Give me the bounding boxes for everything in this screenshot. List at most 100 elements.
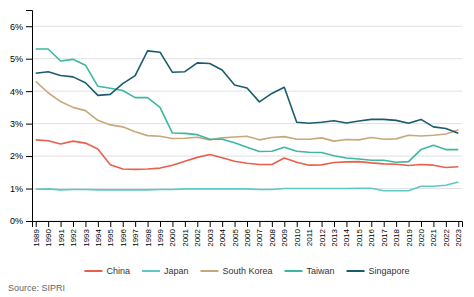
- legend: ChinaJapanSouth KoreaTaiwanSingapore: [84, 266, 409, 276]
- tick-label: 2006: [243, 228, 252, 246]
- tick-mark: [135, 221, 136, 227]
- tick-label: 5%: [10, 54, 23, 64]
- tick-label: 2007: [255, 228, 264, 246]
- tick: 0%: [10, 216, 32, 226]
- tick-mark: [371, 221, 372, 227]
- tick-mark: [297, 221, 298, 227]
- tick-mark: [384, 221, 385, 227]
- grid-line: [32, 123, 462, 124]
- legend-swatch: [84, 270, 102, 272]
- tick-label: 2004: [218, 228, 227, 246]
- grid-line: [32, 91, 462, 92]
- tick: 2005: [231, 221, 240, 247]
- tick-label: 2019: [405, 228, 414, 246]
- series-line: [36, 140, 459, 170]
- tick: 1999: [156, 221, 165, 247]
- tick: 3%: [10, 119, 32, 129]
- x-axis: 1989199019911992199319941995199619971998…: [32, 221, 464, 247]
- tick-label: 2017: [380, 228, 389, 246]
- tick-label: 1999: [156, 228, 165, 246]
- tick-label: 2013: [330, 228, 339, 246]
- tick: 2013: [330, 221, 339, 247]
- tick-mark: [61, 221, 62, 227]
- legend-label: China: [106, 266, 130, 276]
- tick-label: 1%: [10, 184, 23, 194]
- tick: 1990: [44, 221, 53, 247]
- tick: 1994: [94, 221, 103, 247]
- tick-mark: [210, 221, 211, 227]
- tick: 2020: [417, 221, 426, 247]
- tick-label: 2018: [392, 228, 401, 246]
- series-line: [36, 81, 459, 141]
- legend-label: South Korea: [222, 266, 272, 276]
- tick-mark: [26, 91, 32, 92]
- tick-label: 1998: [144, 228, 153, 246]
- tick-mark: [73, 221, 74, 227]
- tick: 1996: [119, 221, 128, 247]
- tick-label: 2010: [293, 228, 302, 246]
- tick-mark: [359, 221, 360, 227]
- legend-swatch: [142, 270, 160, 272]
- tick: 1998: [144, 221, 153, 247]
- tick: 2022: [442, 221, 451, 247]
- tick: 4%: [10, 87, 32, 97]
- legend-item: China: [84, 266, 130, 276]
- tick: 2007: [255, 221, 264, 247]
- tick: 1991: [57, 221, 66, 247]
- tick: 1995: [106, 221, 115, 247]
- tick-label: 1995: [106, 228, 115, 246]
- tick-mark: [235, 221, 236, 227]
- tick-label: 2003: [206, 228, 215, 246]
- legend-item: South Korea: [200, 266, 272, 276]
- grid-line: [32, 26, 462, 27]
- tick-mark: [259, 221, 260, 227]
- tick-mark: [458, 221, 459, 227]
- tick: 2006: [243, 221, 252, 247]
- tick-mark: [334, 221, 335, 227]
- legend-item: Japan: [142, 266, 189, 276]
- tick: 2019: [405, 221, 414, 247]
- plot: 1989199019911992199319941995199619971998…: [10, 11, 463, 247]
- tick-label: 2008: [268, 228, 277, 246]
- tick-mark: [26, 189, 32, 190]
- tick: 2008: [268, 221, 277, 247]
- tick-mark: [185, 221, 186, 227]
- tick: 2000: [168, 221, 177, 247]
- tick: 5%: [10, 54, 32, 64]
- tick: 2%: [10, 151, 32, 161]
- legend-swatch: [200, 270, 218, 272]
- tick-mark: [26, 156, 32, 157]
- legend-swatch: [285, 270, 303, 272]
- tick: 1989: [32, 221, 41, 247]
- tick: 2021: [429, 221, 438, 247]
- tick-label: 1989: [32, 228, 41, 246]
- y-axis: 0% 1% 2% 3% 4% 5% 6%: [10, 11, 33, 227]
- tick: 6%: [10, 22, 32, 32]
- tick-mark: [446, 221, 447, 227]
- tick-mark: [172, 221, 173, 227]
- tick-mark: [421, 221, 422, 227]
- tick: 2017: [380, 221, 389, 247]
- tick-label: 2005: [231, 228, 240, 246]
- legend-label: Taiwan: [307, 266, 335, 276]
- tick-mark: [346, 221, 347, 227]
- tick-mark: [160, 221, 161, 227]
- tick-mark: [26, 59, 32, 60]
- tick-label: 3%: [10, 119, 23, 129]
- tick-mark: [222, 221, 223, 227]
- tick-label: 1992: [69, 228, 78, 246]
- tick: 1993: [81, 221, 90, 247]
- tick-label: 1990: [44, 228, 53, 246]
- series-line: [36, 49, 459, 162]
- tick: 2015: [355, 221, 364, 247]
- tick-label: 2002: [193, 228, 202, 246]
- tick-label: 2000: [168, 228, 177, 246]
- tick-label: 6%: [10, 22, 23, 32]
- tick-label: 2011: [305, 228, 314, 246]
- tick-mark: [247, 221, 248, 227]
- tick-mark: [433, 221, 434, 227]
- tick: 2018: [392, 221, 401, 247]
- tick: 2010: [293, 221, 302, 247]
- grid: [32, 26, 462, 221]
- tick: 2011: [305, 221, 314, 246]
